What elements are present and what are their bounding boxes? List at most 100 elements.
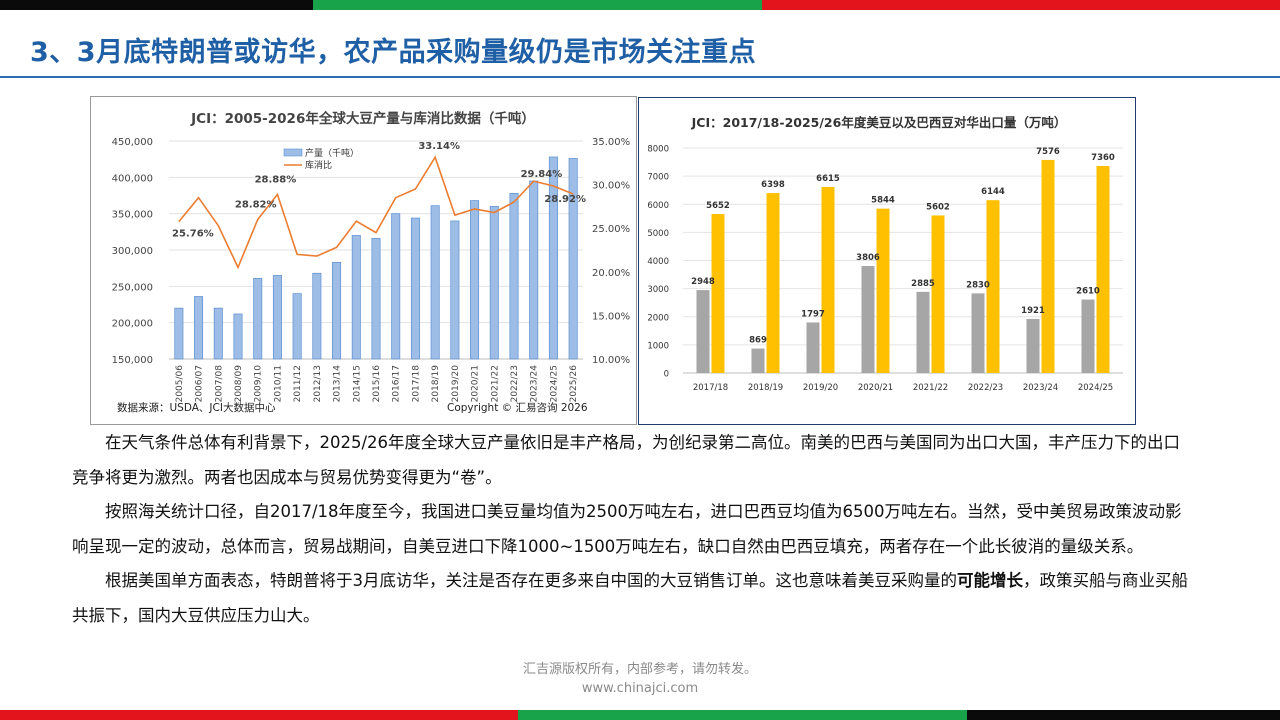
chart2-x-tick: 2021/22 [913,383,948,393]
chart2-gray-bar [806,322,820,373]
chart1-copyright: Copyright © 汇易咨询 2026 [447,401,588,414]
chart1-bars [174,156,578,360]
chart2-x-tick: 2024/25 [1078,383,1113,393]
chart1-right-tick: 30.00% [592,181,630,192]
chart1-x-tick: 2010/11 [273,365,283,402]
chart1-x-tick: 2006/07 [195,365,205,402]
chart2-y-tick: 7000 [647,173,669,183]
chart1-x-tick: 2015/16 [372,365,382,403]
chart2-gray-bar [1081,299,1095,373]
chart1-production-bar [529,180,539,360]
chart1-right-tick: 10.00% [592,355,630,366]
chart1-x-tick: 2014/15 [352,365,362,402]
body-text: 在天气条件总体有利背景下，2025/26年度全球大豆产量依旧是丰产格局，为创纪录… [72,426,1192,633]
chart1-source: 数据来源：USDA、JCI大数据中心 [117,401,276,414]
strip-black-segment [0,0,313,10]
chart-panel-exports: JCI：2017/18-2025/26年度美豆以及巴西豆对华出口量（万吨） 0 1… [638,97,1136,425]
chart1-right-tick: 35.00% [592,137,630,148]
chart2-yellow-bar [766,193,780,373]
chart1-x-tick: 2022/23 [510,365,520,402]
chart1-x-tick: 2005/06 [175,365,185,403]
chart2-gray-label: 3806 [856,253,880,263]
chart2-x-axis: 2017/18 2018/19 2019/20 2020/21 2021/22 2022/… [693,383,1113,393]
chart-production-stock-ratio: JCI：2005-2026年全球大豆产量与库消比数据（千吨） 150,000 20… [112,110,631,414]
chart2-yellow-bar [876,208,890,373]
chart2-x-tick: 2023/24 [1023,383,1058,393]
chart1-production-bar [450,220,460,360]
chart1-production-bar [391,213,401,360]
chart1-left-tick: 400,000 [112,173,153,184]
chart1-annotations: 25.76% 28.82% 28.88% 33.14% 29.84% 28.92% [172,141,586,239]
chart2-gray-label: 1921 [1021,306,1045,316]
chart1-x-tick: 2018/19 [431,365,441,403]
chart1-x-tick: 2019/20 [451,365,461,403]
chart2-yellow-bar [821,186,835,373]
chart1-production-bar [272,275,282,360]
chart1-x-tick: 2025/26 [569,365,579,403]
chart1-right-axis: 10.00% 15.00% 20.00% 25.00% 30.00% 35.00% [592,137,630,366]
chart1-production-bar [489,206,499,360]
chart1-production-bar [568,158,578,360]
paragraph-3: 根据美国单方面表态，特朗普将于3月底访华，关注是否存在更多来自中国的大豆销售订单… [72,564,1192,633]
strip-red-segment [762,0,1280,10]
bottom-color-strip [0,710,1280,720]
chart2-gray-label: 2948 [691,277,715,287]
chart1-x-tick: 2013/14 [333,365,343,403]
chart2-gray-label: 1797 [801,309,825,319]
chart1-production-bar [233,313,243,360]
chart1-right-tick: 15.00% [592,311,630,322]
chart-us-brazil-exports: JCI：2017/18-2025/26年度美豆以及巴西豆对华出口量（万吨） 0 1… [647,115,1123,393]
top-color-strip [0,0,1280,10]
chart1-x-tick: 2023/24 [530,365,540,403]
chart2-x-tick: 2018/19 [748,383,783,393]
chart1-x-axis: 2005/06 2006/07 2007/08 2008/09 2009/10 2010/… [175,365,579,403]
chart2-x-tick: 2020/21 [858,383,893,393]
chart2-x-tick: 2019/20 [803,383,838,393]
chart1-ratio-label: 33.14% [418,141,460,152]
chart1-left-tick: 150,000 [112,355,153,366]
chart2-gray-bar [971,293,985,373]
paragraph-3-part-b: ，政策买船与商业买船共振下，国内大豆供应压力山大。 [72,571,1188,625]
chart2-gray-label: 2610 [1076,287,1100,297]
chart2-y-tick: 5000 [647,229,669,239]
legend-ratio-label: 库消比 [305,159,332,171]
chart2-y-tick: 8000 [647,145,669,155]
chart1-production-bar [332,262,342,360]
chart2-x-tick: 2022/23 [968,383,1003,393]
chart1-x-tick: 2008/09 [234,365,244,403]
chart2-y-tick: 6000 [647,201,669,211]
chart1-production-bar [371,238,381,360]
chart1-production-bar [548,156,558,360]
paragraph-3-highlight: 可能增长 [957,571,1023,590]
chart1-production-bar [470,200,480,360]
chart2-yellow-bar [931,215,945,373]
chart1-production-bar [292,293,302,360]
chart1-ratio-line [178,155,574,270]
page-title: 3、3月底特朗普或访华，农产品采购量级仍是市场关注重点 [30,37,757,68]
chart1-production-bar [213,307,223,360]
chart2-gray-bar [916,291,930,373]
chart2-y-tick: 2000 [647,313,669,323]
chart2-yellow-label: 7360 [1091,153,1115,163]
footer-website: www.chinajci.com [581,681,699,696]
chart2-y-tick: 1000 [647,341,669,351]
chart1-left-tick: 200,000 [112,319,153,330]
chart1-x-tick: 2016/17 [392,365,402,402]
chart1-left-axis: 150,000 200,000 250,000 300,000 350,000 400,0… [112,137,153,366]
chart2-yellow-label: 5602 [926,202,950,212]
chart2-gray-bar [751,348,765,373]
chart1-left-tick: 250,000 [112,282,153,293]
chart1-ratio-label: 25.76% [172,229,214,240]
chart1-x-tick: 2007/08 [214,365,224,403]
chart1-production-bar [410,217,420,360]
strip-green-segment [518,710,967,720]
chart2-yellow-bar [1096,166,1110,373]
paragraph-3-part-a: 根据美国单方面表态，特朗普将于3月底访华，关注是否存在更多来自中国的大豆销售订单… [105,571,957,590]
chart1-production-bar [174,307,184,360]
strip-red-segment [0,710,518,720]
chart1-x-tick: 2011/12 [293,365,303,402]
chart1-ratio-label: 28.82% [235,199,277,210]
chart1-x-tick: 2021/22 [490,365,500,402]
chart1-production-bar [253,277,263,360]
chart1-legend: 产量（千吨） 库消比 [283,147,359,171]
